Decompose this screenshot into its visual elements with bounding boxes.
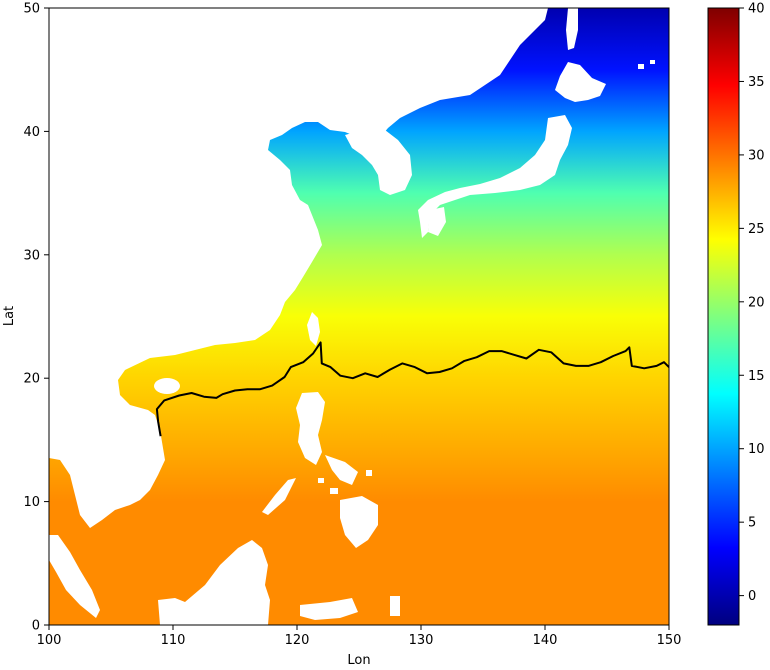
land-taiwan bbox=[307, 312, 320, 346]
land-sakhalin bbox=[566, 8, 578, 50]
colorbar-tick-label: 25 bbox=[748, 222, 765, 237]
land-malay bbox=[49, 535, 100, 618]
colorbar-tick-label: 0 bbox=[748, 589, 756, 604]
land-islet-a bbox=[330, 488, 338, 494]
colorbar-tick-label: 30 bbox=[748, 148, 765, 163]
colorbar-tick-label: 20 bbox=[748, 295, 765, 310]
colorbar-tick-label: 35 bbox=[748, 75, 765, 90]
land-visayas bbox=[325, 455, 358, 485]
land-luzon bbox=[296, 392, 325, 465]
x-tick-label: 140 bbox=[533, 633, 558, 648]
land-japan bbox=[418, 115, 572, 238]
y-tick-label: 10 bbox=[23, 495, 40, 510]
colorbar-ticks: 0 5 10 15 20 25 30 35 40 bbox=[739, 2, 765, 604]
x-tick-label: 150 bbox=[657, 633, 682, 648]
land-borneo bbox=[158, 540, 270, 625]
colorbar-tick-label: 15 bbox=[748, 369, 765, 384]
colorbar-tick-label: 40 bbox=[748, 2, 765, 17]
x-axis-title: Lon bbox=[347, 653, 370, 668]
colorbar-tick-label: 5 bbox=[748, 516, 756, 531]
x-tick-label: 110 bbox=[161, 633, 186, 648]
land-kuril-b bbox=[650, 60, 655, 64]
y-axis-ticks: 0 10 20 30 40 50 bbox=[23, 2, 49, 634]
x-tick-label: 100 bbox=[37, 633, 62, 648]
x-axis-ticks: 100 110 120 130 140 150 bbox=[37, 625, 682, 648]
land-palawan bbox=[262, 478, 296, 515]
land-islet-d bbox=[390, 596, 400, 616]
y-tick-label: 20 bbox=[23, 372, 40, 387]
land-islet-b bbox=[318, 478, 324, 483]
land-sulawesi bbox=[300, 598, 358, 620]
land-korea bbox=[345, 128, 412, 195]
y-tick-label: 50 bbox=[23, 2, 40, 17]
land-mindanao bbox=[340, 496, 378, 548]
plot-frame bbox=[48, 7, 670, 626]
land-islet-c bbox=[366, 470, 372, 476]
x-tick-label: 130 bbox=[409, 633, 434, 648]
land-kyushu bbox=[428, 207, 446, 236]
x-tick-label: 120 bbox=[285, 633, 310, 648]
y-tick-label: 30 bbox=[23, 248, 40, 263]
land-hainan bbox=[154, 378, 180, 394]
y-tick-label: 0 bbox=[32, 619, 40, 634]
y-axis-title: Lat bbox=[2, 306, 17, 326]
colorbar-tick-label: 10 bbox=[748, 442, 765, 457]
y-tick-label: 40 bbox=[23, 125, 40, 140]
land-mask bbox=[49, 8, 655, 625]
colorbar bbox=[707, 7, 740, 626]
land-hokkaido bbox=[555, 62, 606, 102]
land-kuril-a bbox=[638, 64, 644, 69]
land-china-mainland bbox=[49, 8, 548, 528]
temperature-contour-line bbox=[155, 341, 669, 437]
